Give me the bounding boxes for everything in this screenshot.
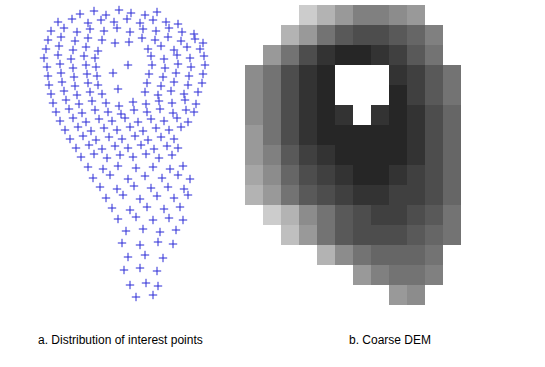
svg-text:b. Coarse DEM: b. Coarse DEM — [349, 333, 431, 347]
svg-text:a. Distribution of interest po: a. Distribution of interest points — [38, 333, 203, 347]
